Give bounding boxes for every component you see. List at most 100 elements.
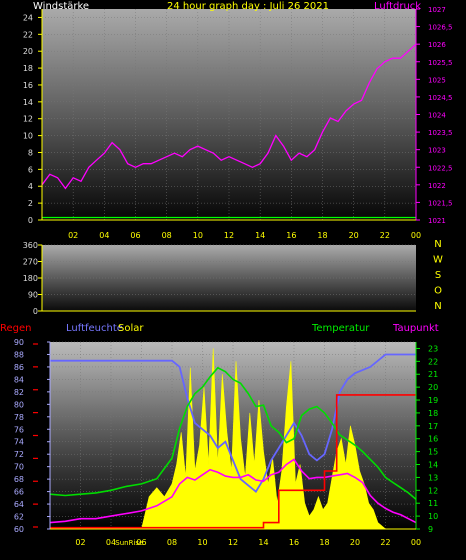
p3-left-tick-label: 74 — [14, 438, 24, 447]
p2-compass-label: N — [434, 239, 441, 250]
p1-right-tick-label: 1023 — [428, 147, 446, 155]
p1-right-tick-label: 1026 — [428, 41, 446, 49]
p1-right-tick-label: 1022,5 — [428, 164, 453, 172]
p1-right-tick-label: 1025 — [428, 76, 446, 84]
series-line-taupunkt — [49, 458, 417, 524]
p1-left-tick-label: 2 — [28, 199, 33, 208]
series-line-luftfeuchte — [50, 353, 416, 493]
p1-x-tick-label: 10 — [193, 231, 203, 240]
p3-right-tick-label: 21 — [428, 370, 438, 379]
p3-right-tick-label: 18 — [428, 409, 438, 418]
p3-left-tick-label: 90 — [14, 338, 24, 347]
p3-right-tick-label: 20 — [428, 383, 438, 392]
p3-right-tick-label: 14 — [428, 461, 438, 470]
p1-left-tick-label: 4 — [28, 182, 33, 191]
p3-x-tick-label: 00 — [411, 538, 421, 547]
p2-left-tick-label: 90 — [28, 291, 38, 300]
p3-x-tick-label: 18 — [319, 538, 329, 547]
p2-compass-label: N — [434, 301, 441, 312]
p1-right-tick-label: 1022 — [428, 182, 446, 190]
right-axis-label: Luftdruck — [374, 1, 421, 12]
p1-left-tick-label: 0 — [28, 216, 33, 225]
p3-left-tick-label: 70 — [14, 463, 24, 472]
p1-left-tick-label: 18 — [23, 64, 33, 73]
p3-right-tick-label: 16 — [428, 435, 438, 444]
p3-left-tick-label: 64 — [14, 500, 24, 509]
p3-right-tick-label: 10 — [428, 512, 438, 521]
p3-right-tick-label: 12 — [428, 486, 438, 495]
p3-left-tick-label: 80 — [14, 400, 24, 409]
p3-left-tick-label: 60 — [14, 525, 24, 534]
series-line-temperatur — [49, 366, 417, 500]
marks-layer — [41, 43, 417, 530]
p1-right-tick-label: 1024 — [428, 112, 446, 120]
p1-right-tick-label: 1021 — [428, 217, 446, 225]
left-axis-label: Windstärke — [33, 1, 89, 12]
p1-x-tick-label: 16 — [286, 231, 296, 240]
p1-x-tick-label: 18 — [317, 231, 327, 240]
series-area-solar — [141, 348, 387, 530]
p3-left-tick-label: 86 — [14, 363, 24, 372]
p3-right-tick-label: 23 — [428, 344, 438, 353]
p2-left-tick-label: 360 — [23, 241, 38, 250]
p3-x-tick-label: 08 — [167, 538, 177, 547]
p2-compass-label: S — [435, 270, 441, 281]
p1-left-tick-label: 8 — [28, 148, 33, 157]
p1-x-tick-label: 14 — [255, 231, 265, 240]
p3-x-tick-label: 14 — [258, 538, 268, 547]
p3-right-tick-label: 9 — [428, 525, 433, 534]
p1-right-tick-label: 1025,5 — [428, 59, 453, 67]
p2-left-tick-label: 0 — [33, 307, 38, 316]
legend-taupunkt: Taupunkt — [392, 323, 439, 334]
p3-right-tick-label: 13 — [428, 473, 438, 482]
p1-x-tick-label: 06 — [130, 231, 140, 240]
p3-right-tick-label: 15 — [428, 448, 438, 457]
p1-x-tick-label: 02 — [68, 231, 78, 240]
p3-left-tick-label: 84 — [14, 375, 24, 384]
p1-right-tick-label: 1023,5 — [428, 129, 453, 137]
p1-left-tick-label: 16 — [23, 81, 33, 90]
p3-left-tick-label: 68 — [14, 475, 24, 484]
p3-left-tick-label: 88 — [14, 350, 24, 359]
p3-right-tick-label: 11 — [428, 499, 438, 508]
p1-x-tick-label: 08 — [162, 231, 172, 240]
p2-left-tick-label: 270 — [23, 258, 38, 267]
p3-x-tick-label: 04 — [106, 538, 116, 547]
p3-left-tick-label: 78 — [14, 413, 24, 422]
p3-x-tick-label: SunRise — [115, 539, 143, 547]
p3-x-tick-label: 12 — [228, 538, 238, 547]
legend-luftfeuchte: Luftfeuchte — [66, 323, 123, 334]
legend-temperatur: Temperatur — [311, 323, 370, 334]
p1-left-tick-label: 22 — [23, 30, 33, 39]
p3-left-tick-label: 76 — [14, 425, 24, 434]
p1-left-tick-label: 24 — [23, 13, 33, 22]
series-line-luftdruck — [41, 43, 417, 190]
p3-left-tick-label: 66 — [14, 488, 24, 497]
legend-solar: Solar — [118, 323, 144, 334]
p3-x-tick-label: 20 — [350, 538, 360, 547]
p2-compass-label: W — [433, 255, 443, 266]
axes-layer: 02 04 06 08 10 12 14 16 18 20 22 000246810121416182… — [14, 6, 453, 547]
p1-x-tick-label: 00 — [411, 231, 421, 240]
p3-x-tick-label: 06 — [136, 538, 146, 547]
p1-x-tick-label: 12 — [224, 231, 234, 240]
p2-left-tick-label: 180 — [23, 274, 38, 283]
p1-left-tick-label: 14 — [23, 98, 33, 107]
p3-right-tick-label: 19 — [428, 396, 438, 405]
p1-x-tick-label: 22 — [380, 231, 390, 240]
p1-left-tick-label: 10 — [23, 132, 33, 141]
p3-x-tick-label: 22 — [380, 538, 390, 547]
p3-x-tick-label: 02 — [75, 538, 85, 547]
p1-right-tick-label: 1027 — [428, 6, 446, 14]
p1-x-tick-label: 04 — [99, 231, 109, 240]
series-line-regen — [50, 394, 416, 529]
p1-right-tick-label: 1026,5 — [428, 24, 453, 32]
p1-left-tick-label: 6 — [28, 165, 33, 174]
p3-right-tick-label: 17 — [428, 422, 438, 431]
legend-regen: Regen — [0, 323, 32, 334]
p3-x-tick-label: 10 — [197, 538, 207, 547]
p1-right-tick-label: 1024,5 — [428, 94, 453, 102]
chart-title: 24 hour graph day : Juli 26 2021 — [167, 1, 329, 12]
